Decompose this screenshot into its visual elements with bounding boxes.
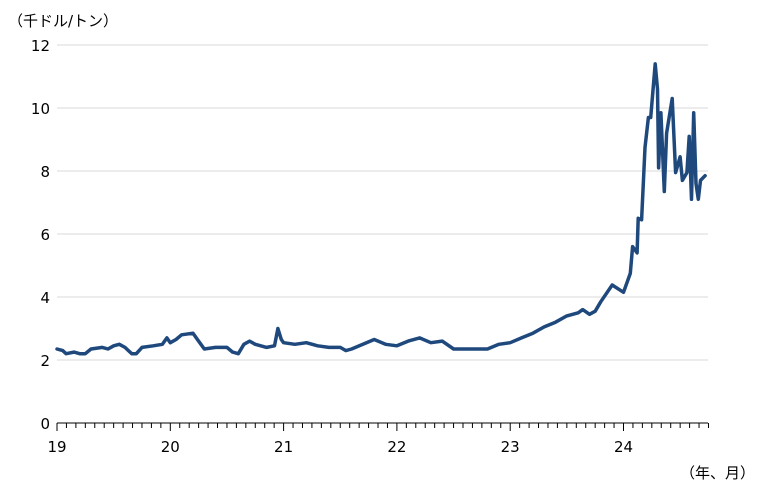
y-tick-label: 2 [40,352,50,370]
x-tick-label: 22 [387,438,406,456]
y-tick-label: 4 [40,289,50,307]
x-axis [56,422,709,431]
y-tick-label: 6 [40,226,50,244]
y-tick-label: 12 [31,37,50,55]
x-tick-labels: 19 20 21 22 23 24 [47,438,633,456]
price-series-line [55,62,707,356]
x-axis-unit-label: （年、月） [680,464,755,482]
x-tick-label: 21 [274,438,293,456]
y-tick-label: 0 [40,415,50,433]
x-tick-label: 19 [47,438,66,456]
x-tick-label: 23 [501,438,520,456]
x-tick-label: 24 [614,438,633,456]
y-axis-unit-label: （千ドル/トン） [8,12,118,30]
y-tick-label: 8 [40,163,50,181]
y-tick-labels: 0 2 4 6 8 10 12 [31,37,50,433]
y-tick-label: 10 [31,100,50,118]
gridlines [57,44,708,361]
x-tick-label: 20 [161,438,180,456]
